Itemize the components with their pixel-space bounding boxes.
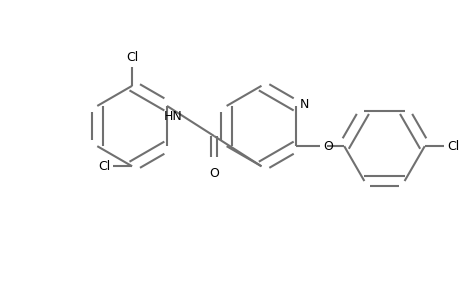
Text: HN: HN <box>164 110 183 123</box>
Text: O: O <box>323 140 332 153</box>
Text: Cl: Cl <box>446 140 458 153</box>
Text: N: N <box>300 98 309 112</box>
Text: Cl: Cl <box>98 160 110 173</box>
Text: O: O <box>209 167 218 180</box>
Text: Cl: Cl <box>126 51 138 64</box>
